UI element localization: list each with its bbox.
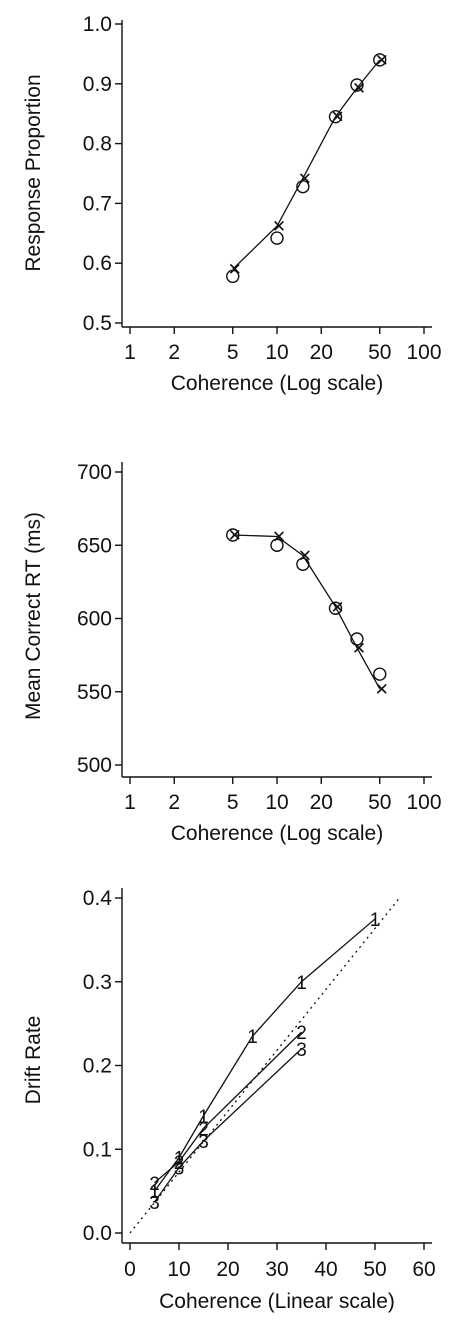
x-tick-label: 10: [167, 1258, 190, 1281]
digit-point: 1: [247, 1027, 258, 1048]
digit-point: 1: [198, 1107, 209, 1128]
x-tick-label: 50: [368, 341, 391, 364]
x-axis-label: Coherence (Linear scale): [159, 1290, 395, 1313]
circle-point: [226, 269, 240, 284]
x-axis-label: Coherence (Log scale): [171, 372, 383, 395]
x-tick-label: 5: [227, 791, 239, 814]
x-tick-label: 100: [406, 791, 441, 814]
y-tick-label: 0.9: [83, 73, 112, 96]
y-axis-label: Response Proportion: [22, 74, 45, 271]
x-tick-label: 20: [216, 1258, 239, 1281]
y-tick-label: 0.4: [83, 887, 113, 910]
x-tick-label: 0: [124, 1258, 136, 1281]
digit-point: 2: [198, 1119, 209, 1140]
digit-point: 3: [296, 1040, 307, 1061]
y-tick-label: 500: [77, 754, 112, 777]
x-tick-label: 50: [363, 1258, 386, 1281]
digit-point: 1: [296, 973, 307, 994]
x-point: ✕: [298, 169, 312, 188]
circle-point: [328, 109, 343, 124]
series-line: [153, 918, 376, 1192]
x-point: ✕: [298, 547, 312, 566]
x-tick-label: 1: [124, 791, 136, 814]
x-point: ✕: [330, 598, 344, 617]
x-tick-label: 100: [406, 341, 441, 364]
digit-point: 3: [174, 1159, 185, 1180]
x-point: ✕: [272, 527, 286, 546]
y-tick-label: 0.1: [83, 1138, 112, 1161]
x-axis-label: Coherence (Log scale): [171, 822, 383, 845]
y-axis-label: Mean Correct RT (ms): [22, 512, 45, 720]
x-tick-label: 60: [412, 1258, 435, 1281]
circle-point: [350, 78, 364, 92]
drift-rate-chart: 0.0 0.1 0.2 0.3 0.4 0 10 20 30 40 50 60 Coherence (L…: [22, 887, 436, 1313]
y-tick-label: 0.5: [83, 312, 112, 335]
x-tick-label: 1: [124, 341, 136, 364]
circle-point: [350, 632, 364, 646]
y-tick-label: 0.0: [83, 1222, 112, 1245]
series-line: [154, 1031, 302, 1184]
x-point: ✕: [375, 51, 389, 70]
y-tick-label: 1.0: [83, 13, 112, 36]
series-line: [153, 1048, 302, 1203]
x-point: ✕: [352, 639, 366, 658]
y-tick-label: 550: [77, 681, 112, 704]
series-line: [232, 59, 381, 270]
x-tick-label: 30: [265, 1258, 288, 1281]
digit-point: 2: [174, 1153, 185, 1174]
y-tick-label: 700: [77, 461, 112, 484]
digit-point: 3: [149, 1193, 160, 1214]
x-point: ✕: [228, 260, 242, 279]
digit-point: 1: [174, 1149, 185, 1170]
response-proportion-chart: 0.5 0.6 0.7 0.8 0.9 1.0 1 2 5 10 20 50 100 Coherence …: [22, 13, 442, 395]
series-line: [232, 534, 381, 690]
digit-point: 3: [198, 1132, 209, 1153]
x-tick-label: 2: [168, 791, 180, 814]
digit-point: 1: [370, 910, 381, 931]
x-point: ✕: [330, 108, 344, 127]
x-tick-label: 50: [368, 791, 391, 814]
circle-point: [328, 601, 343, 615]
circle-point: [270, 231, 284, 245]
y-axis-label: Drift Rate: [22, 1016, 45, 1105]
digit-point: 1: [149, 1182, 160, 1203]
circle-point: [296, 179, 310, 194]
y-tick-label: 0.3: [83, 971, 112, 994]
y-tick-label: 650: [77, 534, 112, 557]
circle-point: [373, 53, 387, 67]
circle-point: [270, 538, 284, 552]
y-tick-label: 0.6: [83, 252, 112, 275]
y-tick-label: 0.7: [83, 192, 112, 215]
y-tick-label: 600: [77, 608, 112, 631]
y-tick-label: 0.2: [83, 1055, 112, 1078]
x-tick-label: 20: [310, 791, 333, 814]
circle-point: [373, 667, 387, 681]
x-tick-label: 5: [227, 341, 239, 364]
x-tick-label: 10: [265, 341, 288, 364]
x-point: ✕: [228, 526, 242, 545]
x-tick-label: 20: [310, 341, 333, 364]
mean-correct-rt-chart: 500 550 600 650 700 1 2 5 10 20 50 100 Coherence (Lo…: [22, 461, 442, 845]
x-tick-label: 2: [168, 341, 180, 364]
x-tick-label: 10: [265, 791, 288, 814]
digit-point: 2: [149, 1174, 160, 1195]
x-point: ✕: [375, 680, 389, 699]
digit-point: 2: [296, 1023, 307, 1044]
x-point: ✕: [272, 217, 286, 236]
x-point: ✕: [352, 79, 366, 98]
identity-reference-line: [129, 897, 401, 1234]
x-tick-label: 40: [314, 1258, 337, 1281]
y-tick-label: 0.8: [83, 133, 112, 156]
